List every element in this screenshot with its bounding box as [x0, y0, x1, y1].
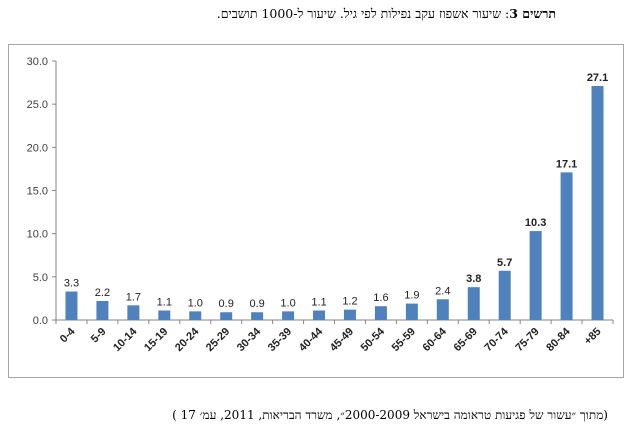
bar [374, 306, 387, 320]
y-tick-label: 15.0 [27, 186, 48, 198]
x-tick-label: 30-34 [235, 325, 264, 354]
bar [591, 86, 604, 320]
bar [467, 287, 480, 320]
x-tick-label: 10-14 [111, 325, 140, 354]
data-label: 0.9 [219, 298, 234, 310]
x-tick-label: 50-54 [359, 325, 388, 354]
bar [158, 310, 171, 320]
bar [498, 270, 511, 320]
x-tick-label: 5-9 [89, 326, 109, 346]
x-tick-label: 70-74 [482, 325, 511, 354]
figure-caption-text: שיעור אשפוז עקב נפילות לפי גיל. שיעור ל-… [216, 6, 502, 21]
x-tick-label: 15-19 [142, 326, 170, 354]
x-tick-label: 40-44 [297, 325, 326, 354]
data-label: 1.9 [404, 290, 419, 302]
data-label: 3.8 [466, 273, 481, 285]
data-label: 1.0 [188, 297, 203, 309]
x-tick-label: 35-39 [266, 326, 294, 354]
bar [65, 291, 78, 320]
x-tick-label: 80-84 [544, 325, 573, 354]
data-label: 0.9 [249, 298, 264, 310]
y-tick-label: 10.0 [27, 229, 48, 241]
figure-caption-label: תרשים 3 [509, 6, 556, 21]
data-label: 1.0 [280, 297, 295, 309]
x-tick-label: 25-29 [204, 326, 232, 354]
y-tick-label: 25.0 [27, 99, 48, 111]
bar [251, 312, 264, 320]
y-tick-label: 30.0 [27, 56, 48, 68]
y-tick-label: 0.0 [33, 315, 48, 327]
bar [127, 305, 140, 320]
x-tick-label: 20-24 [173, 325, 202, 354]
data-label: 17.1 [556, 158, 577, 170]
data-label: 3.3 [64, 278, 79, 290]
data-label: 1.6 [373, 292, 388, 304]
figure-caption: תרשים 3: שיעור אשפוז עקב נפילות לפי גיל.… [217, 6, 556, 22]
bar [343, 309, 356, 320]
bar [529, 231, 542, 320]
data-label: 1.7 [126, 291, 141, 303]
data-label: 2.2 [95, 287, 110, 299]
data-label: 1.1 [157, 297, 172, 309]
bar [220, 312, 233, 320]
data-label: 1.2 [342, 296, 357, 308]
bar [560, 172, 573, 320]
y-tick-label: 5.0 [33, 272, 48, 284]
data-label: 27.1 [587, 72, 608, 84]
x-tick-label: 65-69 [451, 326, 479, 354]
x-tick-label: 45-49 [328, 326, 356, 354]
x-tick-label: 75-79 [513, 326, 541, 354]
chart-frame: 0.0 5.0 10.0 15.0 20.0 25.0 30.0 3.3 0-4 2.2 5-9 1.… [8, 44, 624, 378]
bar [405, 303, 418, 320]
data-label: 1.1 [311, 297, 326, 309]
data-label: 5.7 [497, 257, 512, 269]
bar [313, 310, 326, 320]
bar [96, 301, 109, 320]
x-tick-label: 60-64 [421, 325, 450, 354]
bar [189, 311, 202, 320]
bar [436, 299, 449, 320]
source-note: (מתוך ״עשור של פגיעות טראומה בישראל 2000… [172, 408, 608, 422]
bar-chart: 0.0 5.0 10.0 15.0 20.0 25.0 30.0 3.3 0-4 2.2 5-9 1.… [27, 56, 614, 354]
y-tick-label: 20.0 [27, 142, 48, 154]
bar [282, 311, 295, 320]
x-tick-label: +85 [582, 326, 604, 348]
data-label: 10.3 [525, 217, 546, 229]
x-tick-label: 55-59 [390, 326, 418, 354]
data-label: 2.4 [435, 285, 450, 297]
x-tick-label: 0-4 [58, 325, 78, 345]
figure-caption-separator: : [501, 6, 510, 21]
